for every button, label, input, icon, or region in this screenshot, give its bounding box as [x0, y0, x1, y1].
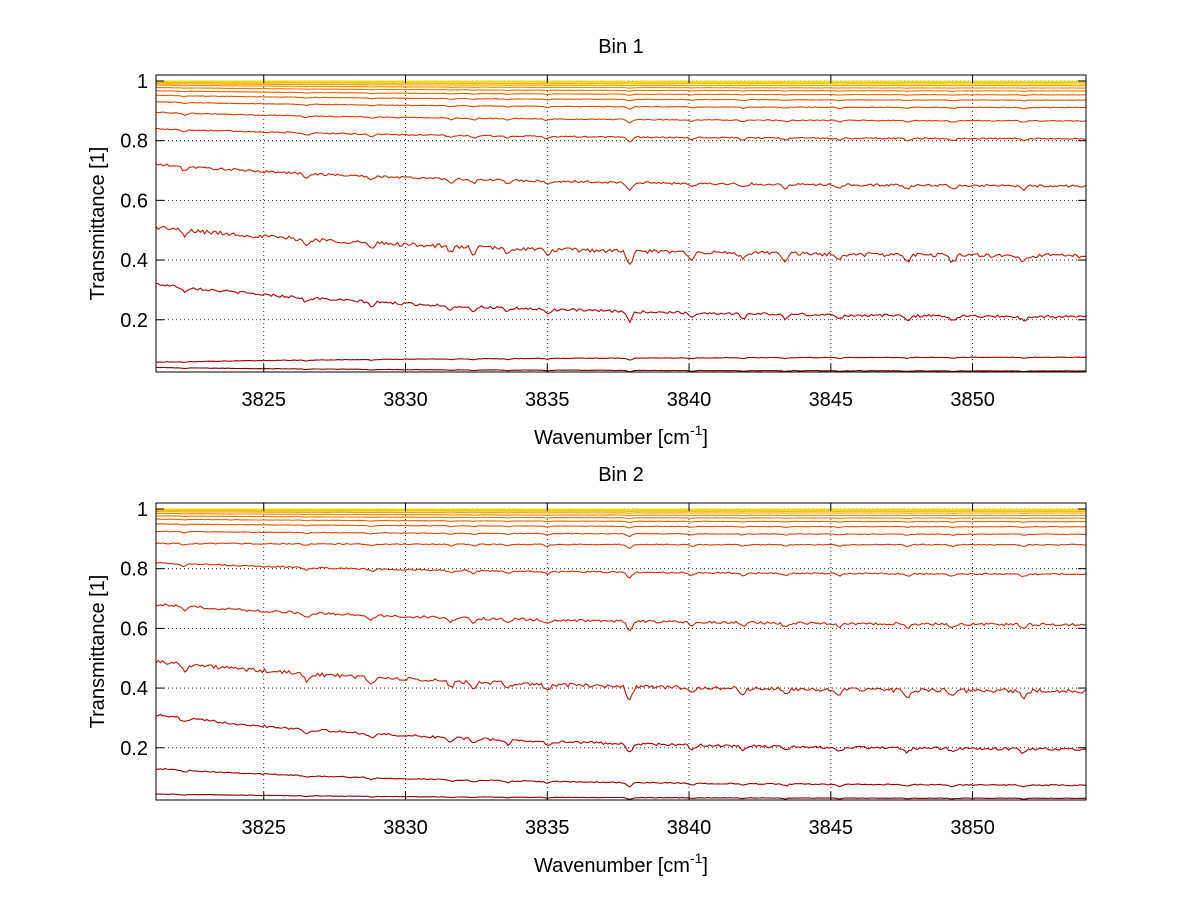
- series-line-3: [155, 282, 1087, 324]
- series-line-15: [156, 508, 1086, 511]
- x-axis-label-superscript: -1: [690, 850, 703, 866]
- x-axis-label-end: ]: [702, 855, 708, 877]
- series-line-12: [156, 84, 1087, 89]
- x-tick-label: 3835: [525, 389, 570, 411]
- series-group: [155, 508, 1087, 800]
- x-tick-label: 3835: [525, 817, 570, 839]
- series-line-10: [155, 90, 1087, 96]
- series-line-4: [155, 659, 1087, 701]
- x-tick-label: 3830: [383, 817, 428, 839]
- series-line-2: [155, 768, 1087, 788]
- x-axis-label-superscript: -1: [690, 422, 703, 438]
- series-line-5: [155, 603, 1087, 632]
- axes-bin-2: Bin 2 3825 3830 3835 3840 3845 3850 0.2 0.4 0.6 0…: [87, 464, 1087, 877]
- series-line-2: [155, 356, 1087, 363]
- ticks: 3825 3830 3835 3840 3845 3850 0.2 0.4 0.6 0.8 1: [120, 499, 1086, 839]
- series-line-6: [155, 561, 1087, 579]
- series-line-9: [156, 94, 1087, 102]
- y-tick-label: 0.6: [120, 190, 148, 212]
- y-tick-label: 0.6: [120, 618, 148, 640]
- plot-frame: [155, 502, 1087, 801]
- series-line-8: [155, 101, 1087, 110]
- x-tick-label: 3830: [383, 389, 428, 411]
- series-line-8: [156, 530, 1087, 538]
- series-line-7: [155, 542, 1087, 550]
- x-tick-label: 3845: [809, 389, 854, 411]
- series-line-13: [155, 511, 1086, 514]
- x-tick-label: 3850: [950, 817, 995, 839]
- series-line-10: [155, 518, 1086, 523]
- series-line-16: [155, 80, 1087, 82]
- ticks: 3825 3830 3835 3840 3845 3850 0.2 0.4 0.6 0.8 1: [120, 71, 1086, 411]
- y-tick-label: 0.8: [120, 131, 148, 153]
- plot-area: [156, 75, 1086, 372]
- x-tick-label: 3850: [950, 389, 995, 411]
- x-axis-label-end: ]: [702, 427, 708, 449]
- x-axis-label-main: Wavenumber [cm: [534, 855, 690, 877]
- series-line-4: [155, 226, 1087, 266]
- x-tick-label: 3840: [667, 817, 712, 839]
- plot-area: [156, 503, 1086, 800]
- y-tick-label: 0.4: [120, 678, 148, 700]
- series-line-5: [155, 163, 1087, 192]
- x-axis-label-main: Wavenumber [cm: [534, 427, 690, 449]
- series-line-7: [155, 111, 1087, 124]
- y-tick-label: 0.8: [120, 559, 148, 581]
- series-line-1: [155, 793, 1087, 800]
- series-line-14: [155, 81, 1087, 85]
- series-line-1: [155, 366, 1087, 373]
- chart-title: Bin 1: [598, 36, 644, 58]
- axes-bin-1: Bin 1 3825 3830 3835 3840 3845 3850 0.2 0.4 0.6 0…: [87, 36, 1087, 449]
- series-line-11: [156, 515, 1087, 520]
- plot-frame: [155, 74, 1087, 373]
- chart-title: Bin 2: [598, 464, 644, 486]
- series-line-15: [156, 80, 1086, 84]
- x-axis-label: Wavenumber [cm-1]: [534, 850, 708, 877]
- series-line-9: [155, 523, 1087, 529]
- x-axis-label: Wavenumber [cm-1]: [534, 422, 708, 449]
- series-line-14: [156, 509, 1086, 513]
- series-line-11: [155, 86, 1086, 92]
- series-line-3: [155, 713, 1086, 755]
- y-tick-label: 1: [137, 71, 148, 93]
- series-line-12: [155, 512, 1086, 517]
- x-tick-label: 3840: [667, 389, 712, 411]
- x-tick-label: 3825: [241, 389, 286, 411]
- series-line-13: [155, 83, 1086, 87]
- y-axis-label: Transmittance [1]: [87, 575, 109, 729]
- y-tick-label: 1: [137, 499, 148, 521]
- y-tick-label: 0.2: [120, 310, 148, 332]
- y-tick-label: 0.2: [120, 738, 148, 760]
- series-group: [155, 80, 1087, 373]
- series-line-6: [155, 127, 1087, 143]
- x-tick-label: 3845: [809, 817, 854, 839]
- y-tick-label: 0.4: [120, 250, 148, 272]
- x-tick-label: 3825: [241, 817, 286, 839]
- y-axis-label: Transmittance [1]: [87, 147, 109, 301]
